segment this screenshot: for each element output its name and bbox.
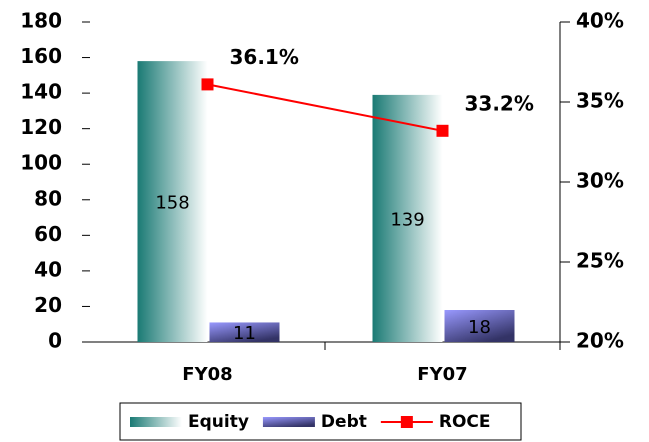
y-tick-label: 160 [20,44,62,68]
y2-tick-label: 25% [576,249,624,273]
y2-tick-label: 35% [576,89,624,113]
y-tick-label: 120 [20,115,62,139]
bar-value-label: 11 [233,323,256,344]
legend-swatch [400,416,413,428]
legend-swatch [130,417,182,427]
y-tick-label: 140 [20,80,62,104]
bar-value-label: 139 [390,209,424,230]
point-value-label: 36.1% [230,45,299,69]
legend-label: Debt [321,412,367,432]
line [207,83,443,132]
y-tick-label: 0 [48,329,62,353]
bar [137,61,208,342]
bar [209,322,280,342]
legend-swatch [262,417,315,427]
y-tick-label: 60 [34,222,62,246]
legend-box [119,402,522,441]
y2-tick-label: 30% [576,169,624,193]
point-value-label: 33.2% [465,91,534,115]
point [436,124,449,137]
y-tick-label: 40 [34,257,62,281]
legend-label: ROCE [439,412,491,432]
y2-tick-label: 20% [576,329,624,353]
bar-value-label: 158 [155,193,189,214]
bar [372,94,443,342]
y-tick-label: 100 [20,151,62,175]
y-tick-label: 180 [20,9,62,33]
legend: Equity Debt ROCE [119,402,522,441]
y-tick-label: 20 [34,293,62,317]
x-tick-label: FY08 [182,364,232,385]
bar-value-label: 18 [468,317,491,338]
y2-tick-label: 40% [576,9,624,33]
legend-label: Equity [188,412,249,432]
x-tick-label: FY07 [417,364,467,385]
point [201,78,214,91]
bar [444,310,515,342]
y-tick-label: 80 [34,186,62,210]
